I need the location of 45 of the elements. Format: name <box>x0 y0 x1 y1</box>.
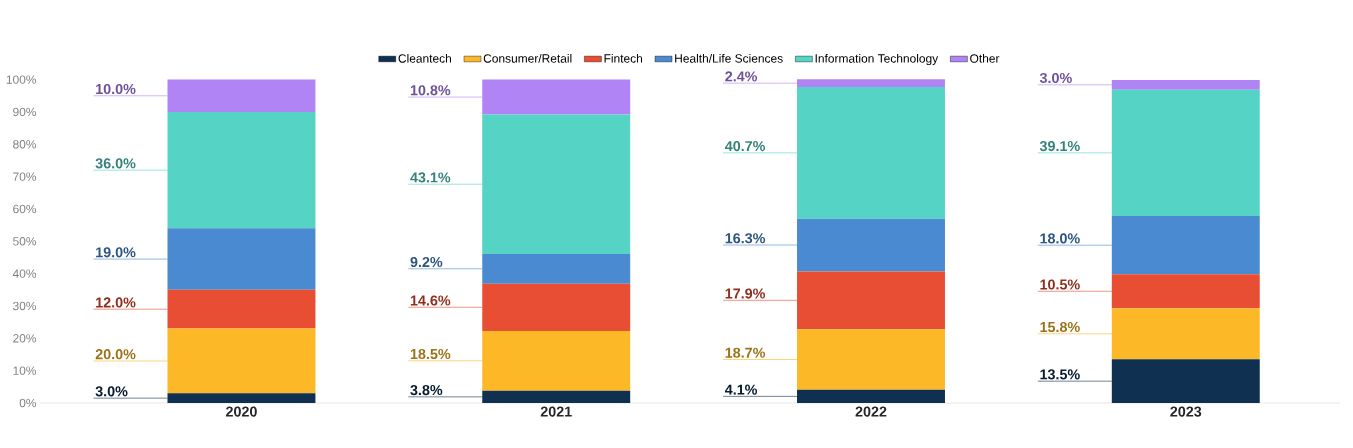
y-tick-label: 100% <box>6 75 37 84</box>
y-tick-label: 60% <box>13 204 37 214</box>
data-label: 18.5% <box>410 348 451 360</box>
y-tick-label: 90% <box>13 107 37 117</box>
data-label: 2.4% <box>725 71 758 82</box>
y-tick-label: 20% <box>13 334 37 343</box>
legend-label: Consumer/Retail <box>483 53 572 63</box>
y-tick-label: 50% <box>13 237 37 246</box>
data-label: 18.0% <box>1040 233 1080 244</box>
data-label: 10.8% <box>410 85 451 96</box>
legend-label: Cleantech <box>398 53 451 63</box>
legend-label: Other <box>970 53 1000 63</box>
data-label: 40.7% <box>724 141 766 152</box>
data-label: 43.1% <box>410 172 451 183</box>
data-label: 12.0% <box>96 297 136 308</box>
x-tick-label: 2022 <box>855 406 887 417</box>
data-label: 14.6% <box>410 295 451 306</box>
y-tick-label: 0% <box>19 398 37 408</box>
data-label: 10.5% <box>1040 279 1080 290</box>
y-tick-label: 80% <box>13 140 37 149</box>
data-label: 36.0% <box>95 158 136 169</box>
data-label: 4.1% <box>724 384 758 395</box>
data-label: 18.7% <box>725 347 766 358</box>
data-label: 3.0% <box>1039 72 1072 84</box>
data-label: 16.3% <box>725 233 766 244</box>
legend-label: Information Technology <box>815 53 939 66</box>
data-label: 3.8% <box>410 384 443 396</box>
y-tick-label: 30% <box>13 301 37 311</box>
x-tick-label: 2020 <box>226 406 257 417</box>
data-label: 39.1% <box>1039 140 1080 152</box>
legend-label: Fintech <box>604 53 643 63</box>
data-label: 3.0% <box>95 386 128 397</box>
data-label: 10.0% <box>96 83 136 95</box>
legend-label: Health/Life Sciences <box>675 53 783 63</box>
y-tick-label: 10% <box>13 366 37 375</box>
x-tick-label: 2023 <box>1170 406 1202 417</box>
y-tick-label: 70% <box>13 172 37 181</box>
data-label: 17.9% <box>725 288 766 299</box>
y-tick-label: 40% <box>12 269 37 278</box>
data-label: 9.2% <box>410 256 443 268</box>
x-tick-label: 2021 <box>540 406 572 417</box>
data-label: 15.8% <box>1040 321 1080 333</box>
data-label: 20.0% <box>95 349 136 360</box>
data-label: 19.0% <box>96 247 136 258</box>
data-label: 13.5% <box>1040 369 1080 380</box>
